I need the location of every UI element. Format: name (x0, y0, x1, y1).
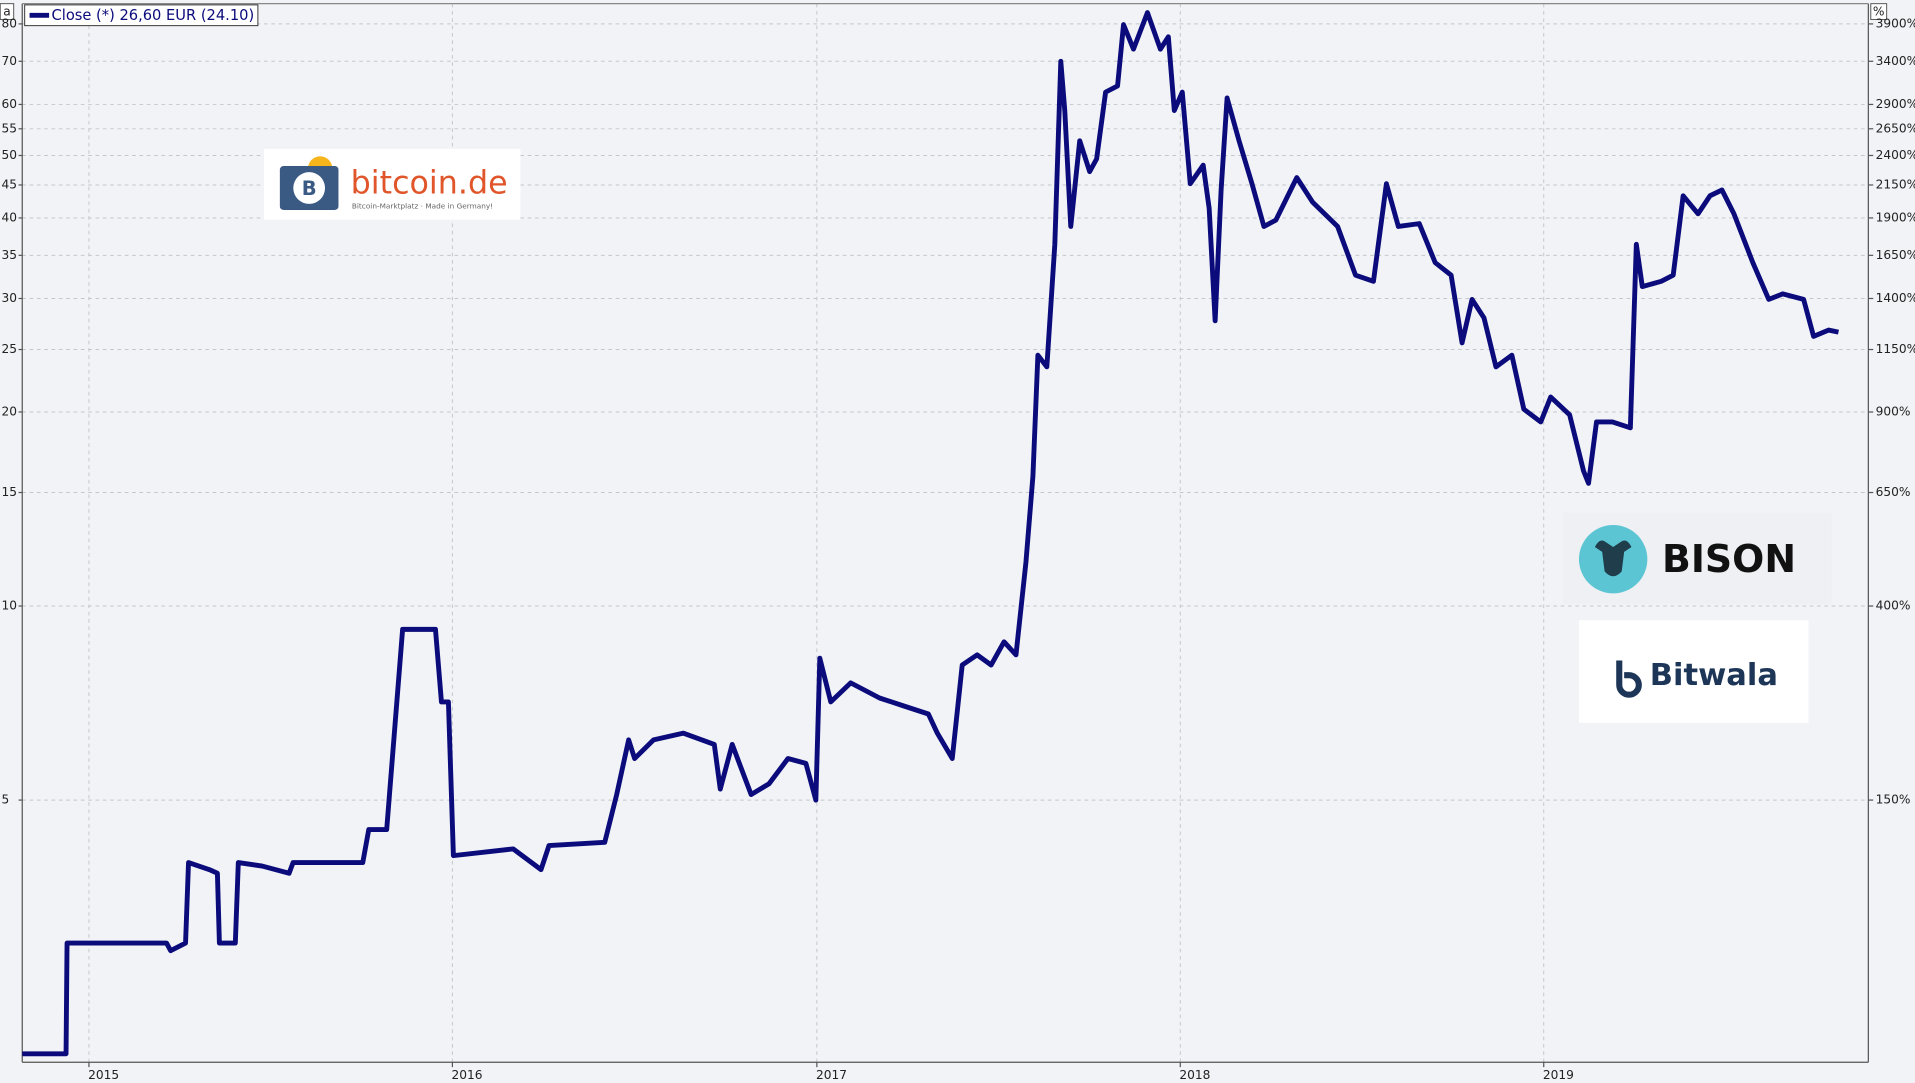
y2-tick-label: 2150% (1876, 177, 1915, 191)
y-tick-label: 60 (1, 97, 17, 111)
y2-tick-label: 3400% (1876, 54, 1915, 68)
logo-coin-face (293, 172, 326, 204)
x-tick-label: 2018 (1179, 1068, 1210, 1082)
legend-box (24, 4, 259, 27)
y-tick-label: 10 (1, 599, 17, 613)
y2-tick-label: 2650% (1876, 121, 1915, 135)
y2-tick-label: 1400% (1876, 291, 1915, 305)
x-tick-label: 2019 (1543, 1068, 1574, 1082)
x-tick-label: 2015 (88, 1068, 119, 1082)
logo-icon (1616, 660, 1642, 698)
y-tick-label: 30 (1, 291, 17, 305)
y-tick-label: 5 (1, 793, 9, 807)
y-tick-label: 35 (1, 248, 17, 262)
y-tick-label: 25 (1, 342, 17, 356)
y2-tick-label: 1150% (1876, 342, 1915, 356)
legend: Close (*) 26,60 EUR (24.10) (24, 4, 259, 27)
x-tick-label: 2016 (452, 1068, 483, 1082)
y-tick-label: 15 (1, 485, 17, 499)
y2-tick-label: 3900% (1876, 16, 1915, 30)
bitwala-logo: Bitwala (1578, 620, 1809, 723)
y-tick-label: 80 (1, 16, 17, 30)
logo-text: BISON (1662, 537, 1796, 581)
y2-tick-label: 2400% (1876, 148, 1915, 162)
y-tick-label: 20 (1, 404, 17, 418)
y-tick-label: 55 (1, 121, 17, 135)
y2-tick-label: 900% (1876, 404, 1911, 418)
logo-b: B (302, 177, 317, 200)
y-tick-label: 50 (1, 148, 17, 162)
logo-text: Bitwala (1650, 658, 1778, 693)
y-tick-label: 70 (1, 54, 17, 68)
y2-tick-label: 1650% (1876, 248, 1915, 262)
y-axis-label: a (3, 5, 10, 19)
x-tick-label: 2017 (816, 1068, 847, 1082)
y2-tick-label: 150% (1876, 793, 1911, 807)
legend-label: Close (*) 26,60 EUR (24.10) (52, 7, 255, 24)
bitcoin-de-logo: B bitcoin.de Bitcoin-Marktplatz · Made i… (263, 148, 521, 220)
y2-tick-label: 650% (1876, 485, 1911, 499)
y-tick-label: 45 (1, 177, 17, 191)
y-axis-button[interactable] (0, 3, 15, 21)
y2-tick-label: 1900% (1876, 210, 1915, 224)
logo-bison-head (1594, 540, 1632, 577)
logo-text: bitcoin.de (351, 165, 508, 201)
y2-axis-button[interactable] (1870, 3, 1888, 21)
logo-tagline: Bitcoin-Marktplatz · Made in Germany! (352, 201, 493, 210)
y2-tick-label: 400% (1876, 599, 1911, 613)
y2-tick-label: 2900% (1876, 97, 1915, 111)
plot: 5 10 15 20 25 30 35 40 45 50 55 60 70 80 150% 400% 650% 9… (1, 10, 1915, 1082)
bison-logo: BISON (1563, 512, 1832, 605)
y-tick-label: 40 (1, 210, 17, 224)
series-line (22, 10, 1839, 1057)
y2-axis-label: % (1873, 5, 1885, 19)
